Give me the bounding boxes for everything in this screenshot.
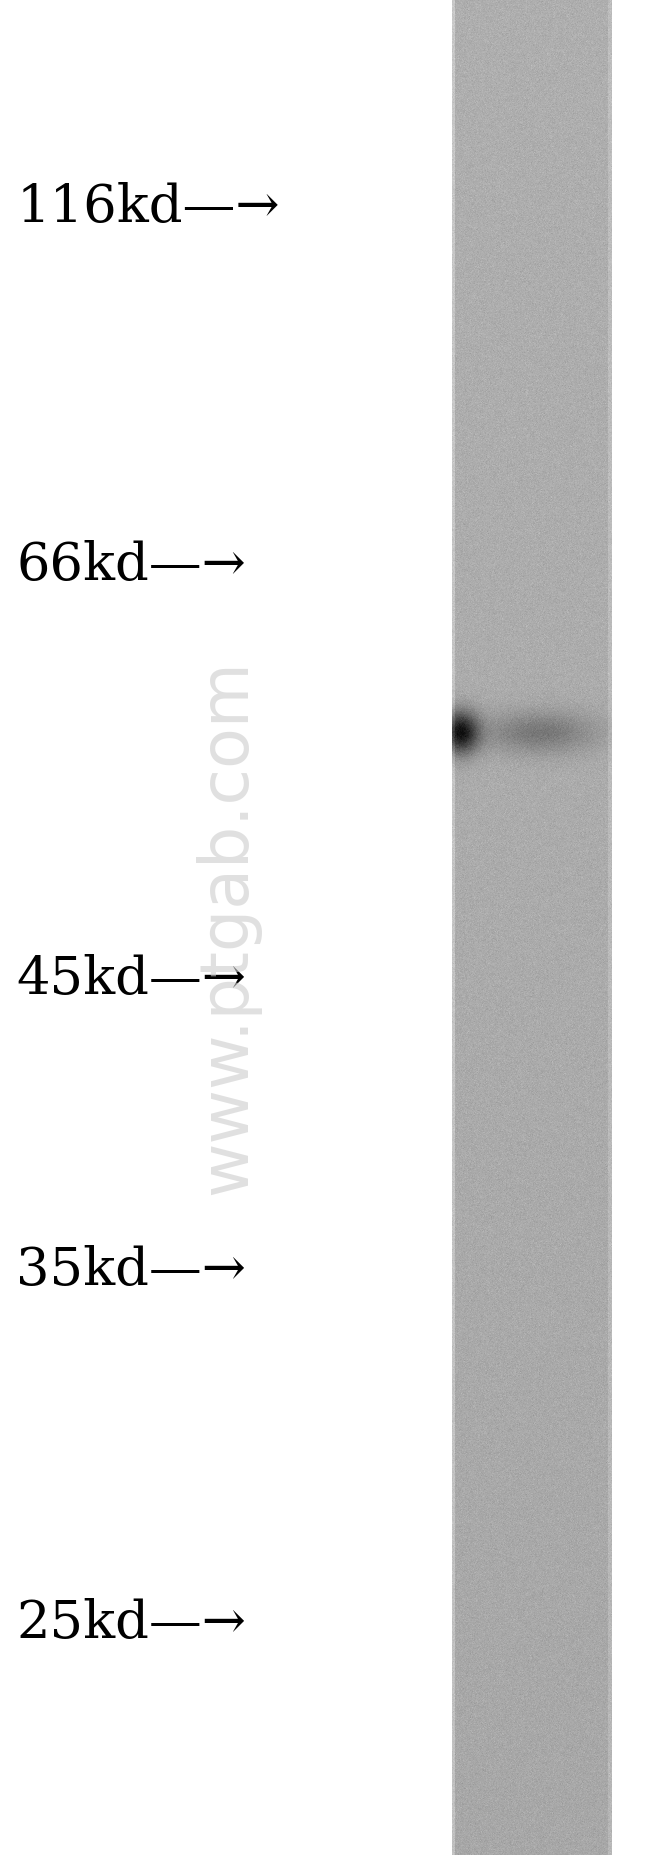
Text: www.ptgab.com: www.ptgab.com bbox=[194, 660, 261, 1195]
Text: 45kd—→: 45kd—→ bbox=[16, 953, 246, 1005]
Text: 66kd—→: 66kd—→ bbox=[16, 540, 246, 592]
Text: 35kd—→: 35kd—→ bbox=[16, 1245, 246, 1297]
Text: 25kd—→: 25kd—→ bbox=[16, 1597, 246, 1649]
Text: 116kd—→: 116kd—→ bbox=[16, 182, 280, 234]
